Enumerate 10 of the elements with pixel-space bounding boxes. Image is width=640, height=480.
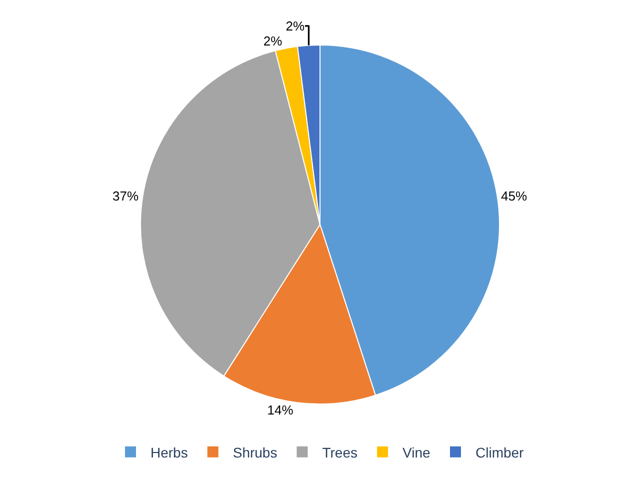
- data-label: 45%: [501, 188, 528, 204]
- data-label: 2%: [263, 33, 283, 48]
- data-label: 2%: [286, 18, 305, 34]
- legend-label: Climber: [475, 444, 524, 460]
- data-label: 37%: [112, 188, 139, 204]
- legend-label: Vine: [402, 444, 430, 460]
- legend-label: Trees: [322, 444, 358, 460]
- legend-label: Shrubs: [232, 444, 278, 460]
- data-label: 14%: [267, 402, 294, 418]
- legend-label: Herbs: [150, 444, 188, 460]
